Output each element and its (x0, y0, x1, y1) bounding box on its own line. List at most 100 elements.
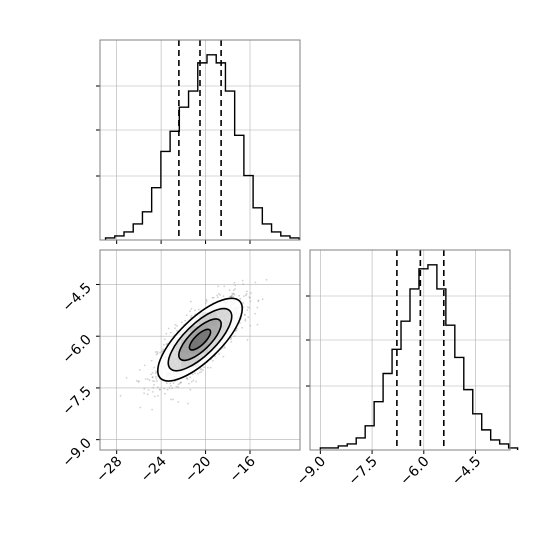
scatter-point (203, 366, 206, 369)
contour-level (167, 307, 233, 372)
scatter-point (169, 382, 172, 385)
scatter-point (244, 319, 247, 322)
scatter-point (198, 371, 201, 374)
scatter-point (156, 386, 159, 389)
scatter-point (249, 296, 251, 299)
scatter-point (135, 379, 138, 382)
x-tick-label: −16 (227, 453, 259, 485)
scatter-point (239, 322, 241, 324)
scatter-point (162, 343, 165, 346)
contour-level (156, 297, 244, 382)
scatter-point (241, 326, 244, 329)
scatter-point (147, 389, 150, 391)
scatter-point (166, 382, 168, 384)
scatter-point (261, 298, 264, 301)
scatter-point (250, 292, 252, 294)
y-tick-label: −4.5 (59, 280, 94, 315)
scatter-point (189, 300, 192, 303)
scatter-point (158, 388, 161, 391)
scatter-point (156, 352, 159, 355)
scatter-point (233, 335, 236, 338)
scatter-point (216, 294, 219, 297)
scatter-point (159, 351, 161, 354)
hist-panel-param-2: −9.0 −7.5 −6.0 −4.5 (294, 249, 519, 489)
scatter-point (165, 332, 168, 335)
contour-level (178, 318, 222, 362)
x-tick-label: −6.0 (397, 454, 432, 489)
scatter-point (162, 348, 165, 351)
scatter-point (151, 371, 154, 374)
scatter-point (168, 387, 171, 389)
hist2-grid (310, 250, 510, 450)
scatter-point (248, 307, 251, 309)
scatter-point (163, 387, 166, 390)
scatter-point (176, 330, 179, 332)
x-tick-label: −28 (93, 454, 125, 486)
scatter-point (190, 380, 193, 383)
joint-frame (99, 249, 301, 451)
scatter-point (232, 293, 234, 295)
scatter-point (150, 373, 153, 376)
scatter-point (243, 313, 246, 316)
scatter-point (199, 368, 202, 371)
scatter-point (125, 377, 128, 379)
x-tick-label: −7.5 (346, 454, 381, 489)
scatter-point (254, 281, 257, 284)
scatter-point (223, 346, 226, 349)
scatter-point (230, 294, 233, 297)
scatter-point (174, 327, 177, 330)
scatter-point (159, 388, 161, 391)
hist1-quantiles (178, 40, 222, 240)
scatter-point (235, 329, 238, 332)
scatter-point (214, 355, 216, 358)
scatter-point (238, 294, 241, 297)
scatter-point (184, 319, 187, 322)
scatter-point (153, 366, 156, 369)
y-tick-label: −7.5 (59, 383, 94, 418)
hist-panel-param-1 (96, 39, 301, 244)
scatter-point (247, 316, 250, 319)
scatter-point (256, 323, 259, 326)
scatter-point (155, 376, 157, 378)
scatter-point (185, 377, 188, 380)
scatter-point (230, 341, 233, 343)
scatter-point (249, 300, 252, 303)
scatter-point (156, 351, 159, 353)
scatter-point (230, 295, 232, 298)
scatter-point (137, 380, 140, 383)
hist2-frame (309, 249, 511, 451)
scatter-point (234, 288, 236, 290)
scatter-point (222, 295, 225, 297)
scatter-point (153, 395, 156, 398)
scatter-point (233, 293, 236, 296)
x-tick-label: −24 (138, 453, 170, 485)
scatter-point (170, 398, 173, 401)
scatter-point (211, 359, 214, 362)
scatter-point (245, 293, 248, 295)
scatter-point (205, 300, 208, 303)
scatter-point (234, 284, 237, 287)
scatter-point (241, 279, 244, 282)
scatter-point (204, 302, 207, 305)
scatter-point (243, 295, 245, 297)
scatter-point (216, 296, 219, 299)
contour-level (188, 328, 212, 351)
scatter-point (248, 296, 251, 299)
hist1-bars (104, 54, 300, 240)
scatter-point (178, 382, 181, 385)
scatter-point (163, 338, 166, 341)
scatter-point (242, 302, 245, 304)
scatter-point (164, 392, 166, 395)
scatter-point (230, 338, 232, 341)
scatter-point (143, 392, 146, 394)
scatter-point (174, 323, 177, 326)
scatter-point (167, 327, 170, 330)
scatter-point (139, 406, 142, 409)
scatter-point (157, 394, 159, 397)
hist1-ticks (96, 85, 251, 244)
scatter-point (249, 324, 252, 327)
scatter-point (152, 386, 155, 389)
scatter-point (205, 298, 208, 301)
scatter-point (232, 292, 235, 295)
